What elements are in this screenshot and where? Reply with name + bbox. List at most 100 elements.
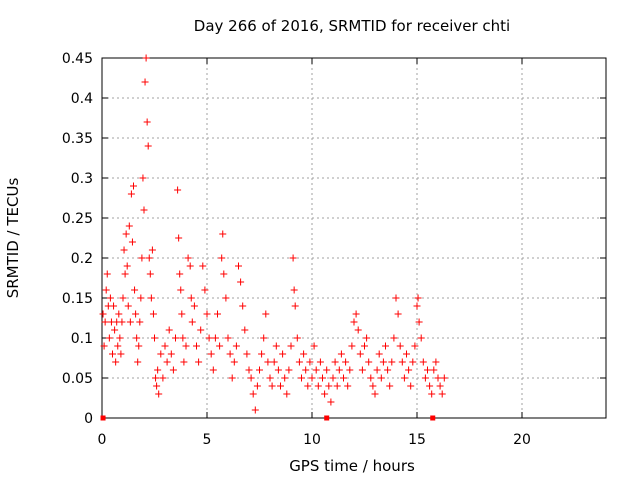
data-point <box>283 390 291 398</box>
data-point <box>400 374 408 382</box>
data-point <box>228 374 236 382</box>
data-point <box>390 334 398 342</box>
data-point <box>127 190 135 198</box>
data-point <box>121 270 129 278</box>
baseline-marker <box>430 415 436 421</box>
data-point <box>109 350 116 358</box>
data-point <box>417 334 425 342</box>
data-point <box>101 318 109 326</box>
y-tick-label: 0.4 <box>71 91 93 107</box>
data-point <box>151 334 158 342</box>
data-point <box>147 294 155 302</box>
data-point <box>146 270 154 278</box>
data-point <box>176 270 184 278</box>
data-point <box>186 262 194 270</box>
data-point <box>163 358 171 366</box>
data-point <box>214 310 221 318</box>
data-point <box>243 350 251 358</box>
y-tick-label: 0 <box>84 411 93 427</box>
data-points <box>99 54 448 414</box>
data-point <box>409 358 417 366</box>
data-point <box>149 310 157 318</box>
data-point <box>344 382 352 390</box>
data-point <box>361 342 368 350</box>
data-point <box>128 238 136 246</box>
data-point <box>99 310 107 318</box>
data-point <box>123 262 131 270</box>
data-point <box>394 310 402 318</box>
x-tick-label: 10 <box>303 432 321 448</box>
data-point <box>365 358 373 366</box>
data-point <box>220 270 228 278</box>
data-point <box>321 390 329 398</box>
data-point <box>115 310 123 318</box>
chart-title: Day 266 of 2016, SRMTID for receiver cht… <box>194 17 510 35</box>
data-point <box>205 334 213 342</box>
data-point <box>118 318 126 326</box>
data-point <box>291 302 299 310</box>
data-point <box>201 286 209 294</box>
data-point <box>174 186 182 194</box>
data-point <box>169 366 177 374</box>
data-point <box>434 374 442 382</box>
data-point <box>346 366 354 374</box>
data-point <box>125 222 133 230</box>
data-point <box>114 342 122 350</box>
data-point <box>302 366 310 374</box>
data-point <box>350 318 358 326</box>
data-point <box>386 382 394 390</box>
data-point <box>145 254 153 262</box>
data-point <box>358 366 366 374</box>
data-point <box>308 374 316 382</box>
grid-lines <box>102 58 606 418</box>
data-point <box>272 342 280 350</box>
data-point <box>130 182 137 190</box>
data-point <box>373 366 381 374</box>
data-point <box>239 302 247 310</box>
data-point <box>270 358 278 366</box>
data-point <box>407 382 415 390</box>
y-tick-label: 0.25 <box>62 211 93 227</box>
data-point <box>141 78 149 86</box>
data-point <box>415 318 423 326</box>
data-point <box>279 350 287 358</box>
data-point <box>438 390 446 398</box>
y-tick-label: 0.35 <box>62 131 93 147</box>
data-point <box>363 334 371 342</box>
data-point <box>274 366 282 374</box>
baseline-marker <box>100 415 106 421</box>
data-point <box>371 390 379 398</box>
data-point <box>120 246 128 254</box>
data-point <box>195 358 203 366</box>
data-point <box>331 358 339 366</box>
data-point <box>440 374 448 382</box>
data-point <box>304 382 312 390</box>
data-point <box>251 406 259 414</box>
data-point <box>356 350 364 358</box>
data-point <box>172 334 179 342</box>
data-point <box>367 374 375 382</box>
data-point <box>247 374 255 382</box>
data-point <box>277 382 284 390</box>
data-point <box>375 350 383 358</box>
data-point <box>178 310 186 318</box>
data-point <box>134 358 142 366</box>
data-point <box>379 358 387 366</box>
data-point <box>190 302 198 310</box>
data-point <box>144 142 152 150</box>
data-point <box>382 342 389 350</box>
data-point <box>262 310 270 318</box>
data-point <box>432 358 440 366</box>
axis-ticks: 0 0.05 0.1 0.15 0.2 0.25 0.3 0.35 0.4 0.45 0 5 10 15 2… <box>62 51 606 448</box>
data-point <box>100 342 108 350</box>
data-point <box>329 374 337 382</box>
data-point <box>392 294 400 302</box>
data-point <box>132 310 140 318</box>
data-point <box>153 382 161 390</box>
data-point <box>369 382 377 390</box>
data-point <box>403 350 410 358</box>
data-point <box>264 358 272 366</box>
data-point <box>235 262 242 270</box>
data-point <box>281 374 289 382</box>
